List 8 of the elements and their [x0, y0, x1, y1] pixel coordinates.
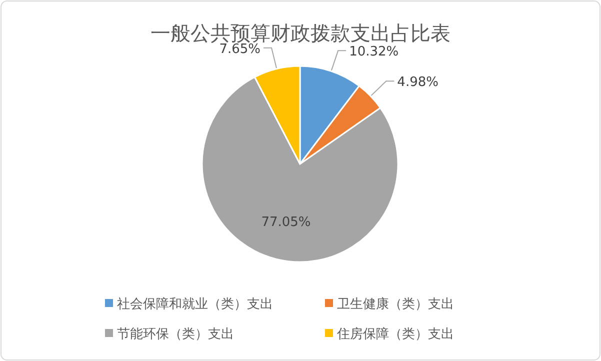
legend-label: 社会保障和就业（类）支出 [117, 297, 273, 312]
legend-label: 住房保障（类）支出 [336, 326, 454, 342]
data-label: 10.32% [349, 44, 399, 60]
legend-label: 节能环保（类）支出 [117, 327, 234, 342]
data-label: 4.98% [397, 75, 438, 90]
data-label: 77.05% [261, 215, 311, 230]
legend-label: 卫生健康（类）支出 [337, 297, 454, 312]
data-label: 7.65% [219, 42, 261, 57]
